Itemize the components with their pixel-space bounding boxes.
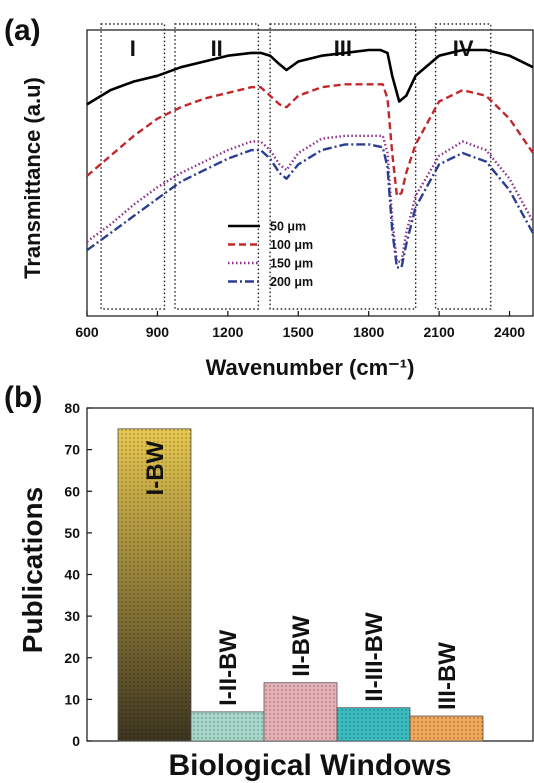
bar-label-iii-bw: III-BW [434,642,461,710]
region-box-3 [269,23,417,310]
x-tick-label: 2400 [494,324,525,340]
legend-label-4: 200 μm [270,275,313,289]
y-tick-label: 50 [64,525,80,541]
y-tick-label: 10 [64,691,80,707]
legend: 50 μm 100 μm 150 μm 200 μm [228,220,313,289]
x-tick-label: 600 [75,324,99,340]
x-tick-label: 2100 [424,324,455,340]
bar-label-i-ii-bw: I-II-BW [215,630,242,706]
region-box-4 [434,23,492,310]
panel-b: (b) 0 10 20 30 40 50 60 70 80 I-BW I-II-BW II-BW II… [4,381,534,782]
region-boxes: I II III IV [100,23,492,310]
series-line-2 [86,83,534,198]
panel-b-label: (b) [4,381,42,414]
panel-a-label: (a) [4,14,41,47]
panel-a-plot-frame [86,29,534,317]
y-tick-label: 70 [64,442,80,458]
bar-texture-i-bw [118,428,191,741]
y-tick-label: 0 [72,733,80,749]
bar-label-ii-iii-bw: II-III-BW [361,612,388,702]
spectra-lines [86,48,534,269]
x-tick-label: 900 [146,324,170,340]
bar-texture-ii-iii-bw [337,707,410,741]
x-tick-label: 1200 [212,324,243,340]
y-axis-ticks: 0 10 20 30 40 50 60 70 80 [64,400,92,749]
b-x-axis-title: Biological Windows [168,749,451,782]
x-tick-label: 1800 [353,324,384,340]
series-line-1 [86,48,534,106]
y-tick-label: 20 [64,650,80,666]
panel-a: (a) I II III IV 600 900 1200 1500 1800 2100 2400 … [4,14,534,380]
bar-label-ii-bw: II-BW [288,615,315,677]
region-box-1 [100,23,166,310]
bar-texture-iii-bw [410,716,483,741]
region-label-1: I [130,36,136,61]
legend-label-2: 100 μm [270,238,313,252]
b-y-axis-title: Publications [17,487,48,653]
y-tick-label: 40 [64,567,80,583]
legend-label-1: 50 μm [270,220,306,234]
y-axis-title: Transmittance (a.u) [20,77,45,279]
region-label-4: IV [453,36,474,61]
y-tick-label: 60 [64,483,80,499]
y-tick-label: 80 [64,400,80,416]
x-axis-title: Wavenumber (cm⁻¹) [206,355,415,380]
x-tick-label: 1500 [283,324,314,340]
legend-label-3: 150 μm [270,257,313,271]
series-line-4 [86,143,534,269]
bar-texture-ii-bw [264,682,337,741]
bar-texture-i-ii-bw [191,711,264,741]
bar-label-i-bw: I-BW [142,440,169,495]
x-axis-ticks: 600 900 1200 1500 1800 2100 2400 [75,311,525,340]
region-label-2: II [211,36,223,61]
bars: I-BW I-II-BW II-BW II-III-BW III-BW [117,428,484,742]
region-label-3: III [334,36,352,61]
y-tick-label: 30 [64,608,80,624]
